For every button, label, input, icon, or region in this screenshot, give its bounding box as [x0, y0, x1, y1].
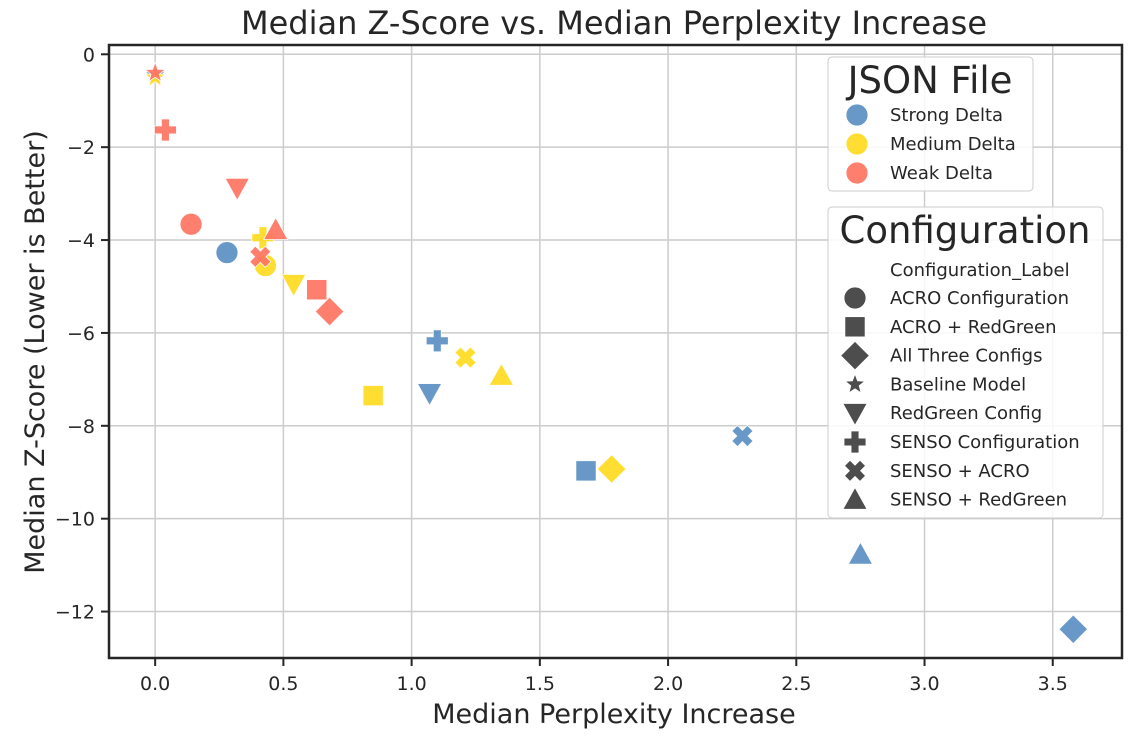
legend-label-acro-redgreen: ACRO + RedGreen — [890, 317, 1056, 338]
legend-marker-redgreen-config — [842, 403, 868, 427]
legend-json-file: JSON File Strong Delta Medium Delta Weak D… — [827, 56, 1034, 192]
y-tick-label-4: −8 — [67, 416, 95, 438]
legend-label-baseline-model: Baseline Model — [890, 374, 1026, 395]
x-tick-label-3: 1.5 — [525, 673, 555, 695]
data-point-medium-delta-7 — [596, 454, 627, 484]
data-point-strong-delta-3 — [416, 383, 443, 407]
legend-swatch-strong-delta — [845, 103, 869, 127]
legend-json-file-title: JSON File — [846, 59, 1013, 102]
legend-configuration-title: Configuration — [840, 209, 1091, 252]
legend-swatch-medium-delta — [845, 132, 869, 156]
plot-frame — [107, 43, 1124, 660]
legend-label-medium-delta: Medium Delta — [890, 134, 1016, 155]
legend-marker-acro-redgreen — [844, 316, 866, 338]
x-tick-label-1: 0.5 — [268, 673, 298, 695]
x-axis-title: Median Perplexity Increase — [432, 699, 796, 730]
legend-label-all-three-configs: All Three Configs — [890, 346, 1042, 367]
data-points — [144, 61, 1089, 645]
y-axis-title: Median Z-Score (Lower is Better) — [20, 130, 51, 573]
data-point-weak-delta-6 — [306, 279, 328, 301]
legend-marker-senso-redgreen — [842, 486, 868, 510]
legend-label-weak-delta: Weak Delta — [890, 163, 993, 184]
y-tick-label-2: −4 — [67, 230, 95, 252]
x-tick-label-4: 2.0 — [653, 673, 683, 695]
legend-label-senso-acro: SENSO + ACRO — [890, 461, 1030, 482]
legend-configuration-frame — [827, 206, 1104, 519]
y-tick-label-3: −6 — [67, 323, 95, 345]
data-point-strong-delta-2 — [425, 329, 449, 353]
x-tick-label-5: 2.5 — [781, 673, 811, 695]
y-tick-label-0: 0 — [83, 44, 95, 66]
legend-label-senso-redgreen: SENSO + RedGreen — [890, 490, 1067, 511]
data-point-weak-delta-4 — [262, 216, 289, 240]
data-point-weak-delta-2 — [179, 212, 203, 236]
legend-label-strong-delta: Strong Delta — [890, 105, 1003, 126]
data-point-weak-delta-5 — [249, 245, 272, 268]
legend-marker-baseline-model — [843, 372, 867, 394]
chart-title: Median Z-Score vs. Median Perplexity Inc… — [241, 4, 987, 42]
data-point-weak-delta-7 — [314, 296, 345, 327]
legend-label-senso-configuration: SENSO Configuration — [890, 432, 1080, 453]
data-point-medium-delta-6 — [488, 362, 515, 386]
legend-configuration: Configuration Configuration_Label ACRO C… — [827, 206, 1104, 519]
data-point-medium-delta-4 — [362, 385, 384, 407]
legend-json-file-frame — [827, 56, 1034, 192]
y-tick-label-6: −12 — [55, 602, 95, 624]
legend-configuration-subtitle: Configuration_Label — [890, 260, 1070, 281]
axes: 0.0 0.5 1.0 1.5 2.0 2.5 3.0 3.5 0 −2 −4 −6 −8 −10 −12 — [55, 43, 1124, 695]
data-point-strong-delta-5 — [731, 424, 754, 448]
x-tick-label-6: 3.0 — [909, 673, 939, 695]
legend-marker-all-three-configs — [840, 340, 870, 371]
data-point-medium-delta-5 — [454, 346, 477, 369]
data-point-medium-delta-3 — [280, 274, 307, 298]
y-tick-label-1: −2 — [67, 137, 95, 159]
legend-label-acro-configuration: ACRO Configuration — [890, 288, 1069, 309]
data-point-weak-delta-3 — [224, 177, 251, 201]
data-point-strong-delta-4 — [575, 460, 597, 482]
data-point-weak-delta-1 — [154, 118, 177, 142]
x-tick-label-2: 1.0 — [397, 673, 427, 695]
data-point-strong-delta-6 — [847, 541, 874, 565]
legend-marker-acro-configuration — [843, 286, 867, 310]
data-point-strong-delta-7 — [1058, 614, 1089, 645]
legend-label-redgreen-config: RedGreen Config — [890, 403, 1042, 424]
y-tick-label-5: −10 — [55, 509, 95, 531]
legend-marker-senso-configuration — [843, 430, 867, 454]
x-tick-label-7: 3.5 — [1038, 673, 1068, 695]
data-point-weak-delta-0 — [144, 61, 167, 83]
data-point-strong-delta-1 — [215, 241, 239, 264]
x-tick-label-0: 0.0 — [140, 673, 170, 695]
legend-marker-senso-acro — [843, 459, 867, 482]
legend-swatch-weak-delta — [845, 161, 869, 185]
